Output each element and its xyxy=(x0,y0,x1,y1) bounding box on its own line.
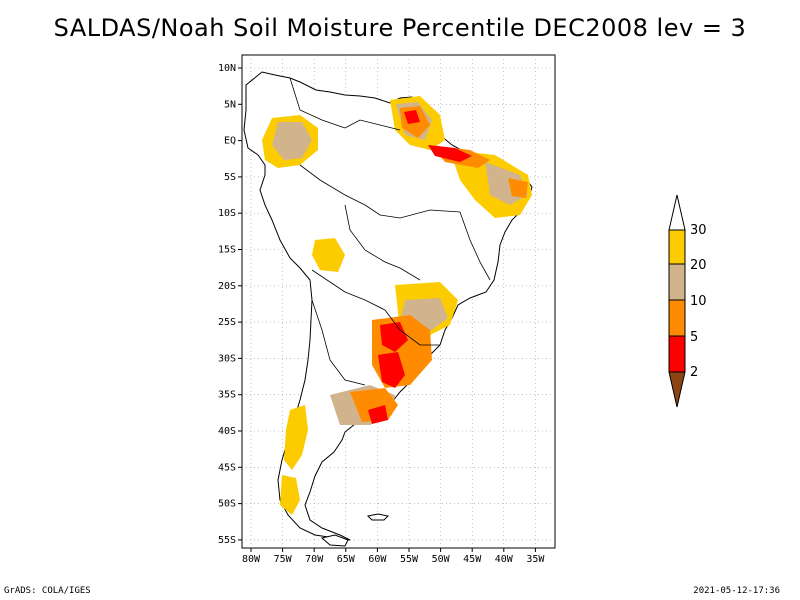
x-tick-label: 70W xyxy=(305,554,324,565)
border-line xyxy=(299,164,461,219)
y-tick-label: 5S xyxy=(224,172,236,183)
y-tick-label: 25S xyxy=(218,317,236,328)
y-tick-label: 10N xyxy=(218,63,236,74)
footer-timestamp: 2021-05-12-17:36 xyxy=(693,586,780,596)
x-tick-label: 60W xyxy=(368,554,387,565)
colorbar-bin-5-10 xyxy=(668,299,686,337)
border-line xyxy=(311,269,386,311)
country-borders xyxy=(289,77,491,386)
patch-buenosaires-red xyxy=(368,405,388,424)
percentile-patches xyxy=(262,96,532,515)
x-tick-label: 50W xyxy=(432,554,451,565)
x-tick-label: 75W xyxy=(274,554,293,565)
border-line xyxy=(344,204,421,281)
y-tick-label: 30S xyxy=(218,353,236,364)
x-tick-label: 65W xyxy=(337,554,356,565)
falkland-islands xyxy=(366,513,390,521)
colorbar-bin-2-5 xyxy=(668,335,686,373)
colorbar-top-cap xyxy=(668,194,686,231)
colorbar xyxy=(668,194,686,408)
colorbar-label-30: 30 xyxy=(690,223,707,238)
y-tick-label: 50S xyxy=(218,499,236,510)
y-tick-label: 45S xyxy=(218,462,236,473)
x-tick-label: 35W xyxy=(526,554,545,565)
x-tick-label: 80W xyxy=(242,554,261,565)
y-tick-label: 35S xyxy=(218,390,236,401)
x-tick-label: 45W xyxy=(463,554,482,565)
border-line xyxy=(384,309,440,346)
patch-nebrazil-red xyxy=(428,145,472,162)
x-tick-label: 40W xyxy=(495,554,514,565)
patch-guiana-red xyxy=(404,110,420,124)
x-tick-label: 55W xyxy=(400,554,419,565)
border-line xyxy=(459,211,491,281)
y-tick-label: 15S xyxy=(218,245,236,256)
border-line xyxy=(311,299,366,386)
y-tick-label: 40S xyxy=(218,426,236,437)
chart-title: SALDAS/Noah Soil Moisture Percentile DEC… xyxy=(53,14,747,42)
y-tick-label: 20S xyxy=(218,281,236,292)
patch-neTip-orange xyxy=(508,178,528,198)
colorbar-bin-10-20 xyxy=(668,263,686,301)
colorbar-label-5: 5 xyxy=(690,330,699,345)
y-tick-label: EQ xyxy=(224,136,236,147)
patch-paraguay-red xyxy=(380,322,408,352)
patch-nw-tan xyxy=(272,122,312,160)
patch-uruguay-red xyxy=(378,352,405,388)
colorbar-label-10: 10 xyxy=(690,294,707,309)
colorbar-bin-20-30 xyxy=(668,229,686,265)
patch-bolivia-yellow xyxy=(312,238,345,272)
footer-credit: GrADS: COLA/IGES xyxy=(4,586,91,596)
y-tick-label: 5N xyxy=(224,99,236,110)
patch-chile-yellow xyxy=(284,405,308,470)
tierra-del-fuego xyxy=(320,534,349,547)
patch-patagonia-yellow xyxy=(280,475,300,515)
y-tick-label: 55S xyxy=(218,535,236,546)
colorbar-bottom-cap xyxy=(668,371,686,408)
border-line xyxy=(289,77,401,131)
colorbar-label-2: 2 xyxy=(690,365,699,380)
y-tick-label: 10S xyxy=(218,208,236,219)
colorbar-label-20: 20 xyxy=(690,258,707,273)
